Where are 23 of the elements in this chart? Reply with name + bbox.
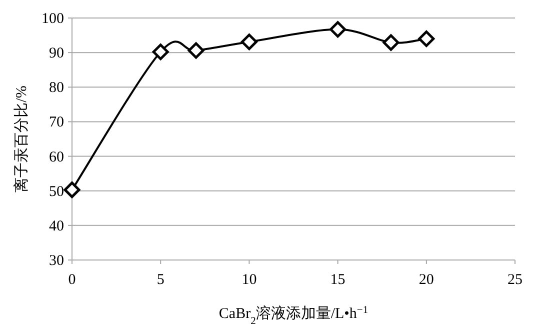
x-tick-label: 25 (508, 272, 522, 288)
y-axis-title: 离子汞百分比/% (13, 86, 30, 192)
y-tick-label: 70 (49, 114, 64, 131)
y-tick-label: 90 (49, 46, 64, 62)
y-tick-label: 60 (49, 149, 64, 166)
y-tick-label: 40 (49, 218, 64, 234)
point (382, 34, 400, 51)
point (64, 182, 80, 198)
point (240, 34, 258, 50)
y-tick-label: 30 (49, 253, 64, 269)
x-tick-label: 15 (330, 272, 346, 288)
x-tick-label: 20 (418, 272, 434, 288)
x-tick-label: 0 (68, 272, 76, 288)
x-tick-label: 10 (242, 272, 257, 288)
point (152, 44, 169, 60)
point (418, 30, 435, 47)
y-tick-label: 100 (42, 11, 64, 27)
x-tick-label: 5 (156, 272, 164, 288)
point (330, 21, 346, 38)
y-tick-label: 80 (49, 80, 64, 96)
y-tick-label: 50 (49, 184, 64, 200)
x-axis-title: CaBr$_{2}$溶液添加量/L•h$^{−1}$ (218, 304, 368, 326)
point (188, 42, 204, 59)
